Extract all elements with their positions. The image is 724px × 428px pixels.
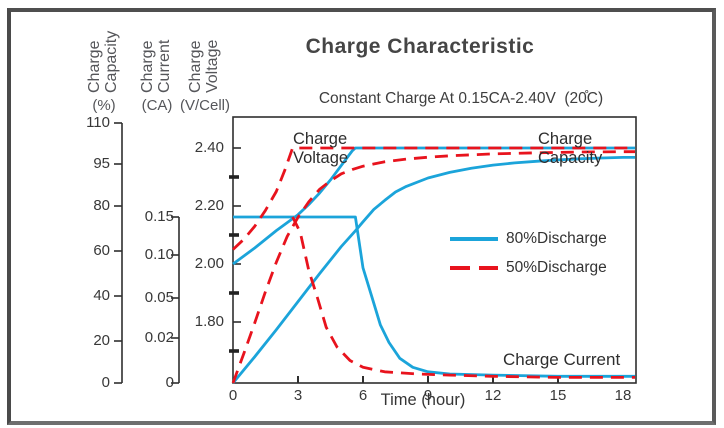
dashed-line-swatch [450,265,498,270]
legend-label: 50%Discharge [506,258,607,276]
capacity-tick-label: 110 [86,114,110,131]
curve-charge-voltage-80-discharge [232,146,635,266]
x-tick-label: 12 [484,387,502,404]
legend: 80%Discharge 50%Discharge [450,224,607,282]
legend-label: 80%Discharge [506,229,607,247]
current-tick-label: 0 [165,374,174,391]
voltage-tick-label: 2.20 [194,197,224,214]
x-tick-label: 9 [423,387,433,404]
current-tick-label: 0.02 [144,329,174,346]
capacity-tick-label: 80 [93,197,110,214]
charge-current-curve-label: Charge Current [503,350,621,369]
legend-item: 80%Discharge [450,224,607,253]
legend-item: 50%Discharge [450,253,607,282]
x-tick-label: 18 [614,387,632,404]
current-tick-label: 0.10 [144,246,174,263]
curve-charge-current-50-discharge [291,216,635,379]
capacity-tick-label: 20 [93,332,110,349]
capacity-tick-label: 40 [93,287,110,304]
capacity-tick-label: 60 [93,242,110,259]
charge-voltage-curve-label: Charge Voltage [293,130,349,167]
voltage-tick-label: 2.00 [194,255,224,272]
x-tick-label: 6 [358,387,368,404]
curve-charge-current-80-discharge [233,215,635,378]
capacity-tick-label: 0 [101,374,110,391]
axis-unit-percent: (%) [92,97,116,114]
page-title: Charge Characteristic [305,35,535,58]
curve-charge-voltage-50-discharge [232,146,635,251]
x-tick-label: 3 [293,387,303,404]
x-tick-label: 0 [228,387,238,404]
current-tick-label: 0.15 [144,208,174,225]
curve-charge-capacity-50-discharge [231,150,635,384]
current-tick-label: 0.05 [144,289,174,306]
charge-capacity-curve-label: Charge Capacity [538,130,603,167]
axis-unit-ca: (CA) [141,97,173,114]
capacity-tick-label: 95 [93,155,110,172]
voltage-tick-label: 2.40 [194,139,224,156]
x-tick-label: 15 [549,387,567,404]
solid-line-swatch [450,236,498,241]
plot-border [232,116,637,384]
axis-unit-vcell: (V/Cell) [179,97,230,114]
voltage-tick-label: 1.80 [194,313,224,330]
chart-subtitle: Constant Charge At 0.15CA-2.40V (20̊C) [318,90,604,107]
x-axis-title: Time (hour) [380,391,466,409]
